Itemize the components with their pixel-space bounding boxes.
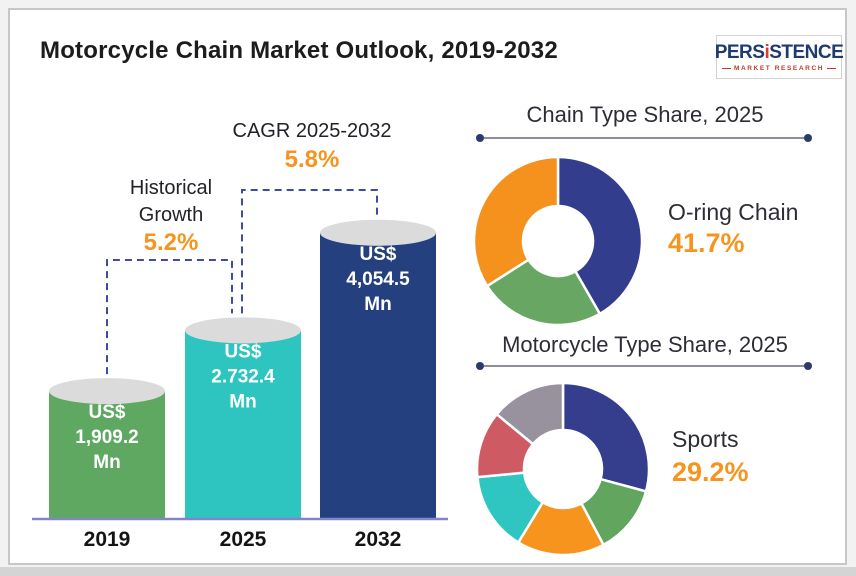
bar-2032 [320,232,436,519]
sports-label: Sports [672,426,739,452]
historical-growth-label: Historical Growth [129,177,213,226]
bar-top-ellipse [49,378,165,405]
historical-growth-value: 5.2% [143,229,199,256]
year-label-2025: 2025 [220,528,267,551]
bar-2019 [49,391,165,519]
bar-top-ellipse [185,317,301,344]
chain-type-share-title: Chain Type Share, 2025 [526,102,764,127]
year-label-2019: 2019 [84,528,131,551]
sports-value: 29.2% [672,457,749,487]
logo-subtitle: MARKET RESEARCH [733,64,825,72]
donut-slice-2 [472,155,560,288]
bar-chart-svg: US$ 1,909.2 Mn US$ 2.732.4 Mn US$ 4,054.5 Mn 2019… [32,189,448,551]
bar-value-label: US$ 4,054.5 Mn [346,244,410,315]
oring-chain-label: O-ring Chain [668,199,799,225]
motorcycle-type-donut-svg [475,381,651,557]
bar-value-label: US$ 2.732.4 Mn [211,341,275,412]
logo-subtitle-row: MARKET RESEARCH [721,64,837,72]
bar-value-label: US$ 1,909.2 Mn [75,402,138,473]
oring-chain-value: 41.7% [668,228,745,258]
divider-dot [804,134,812,142]
chain-type-divider [476,134,812,142]
logo-subtitle-rule [827,67,837,69]
motorcycle-type-share-title: Motorcycle Type Share, 2025 [502,332,788,357]
cagr-annotation-value: 5.8% [284,146,340,173]
page-title: Motorcycle Chain Market Outlook, 2019-20… [40,37,558,64]
persistence-logo: PERSiSTENCE MARKET RESEARCH [714,35,844,79]
bar-top-ellipse [320,219,436,246]
bar-2025 [185,330,301,519]
historical-growth-bracket [106,259,233,387]
logo-subtitle-rule [721,67,731,69]
divider-line [484,365,804,367]
motorcycle-type-divider [476,362,812,370]
image-bottom-edge [0,567,856,576]
logo-brand-post: STENCE [769,41,844,63]
donut-slice-0 [556,155,644,316]
divider-dot [476,362,484,370]
donut-slice-5 [495,381,565,446]
donut-slice-0 [561,381,651,493]
donut-slice-1 [485,258,602,327]
divider-dot [804,362,812,370]
infographic-frame: Motorcycle Chain Market Outlook, 2019-20… [8,8,847,565]
logo-brand-text: PERSiSTENCE [714,41,844,63]
cagr-bracket [241,189,378,314]
chain-type-donut-svg [472,155,644,327]
logo-brand-i: i [764,41,770,63]
year-label-2032: 2032 [355,528,402,551]
cagr-annotation-label: CAGR 2025-2032 [232,120,392,142]
divider-line [484,137,804,139]
divider-dot [476,134,484,142]
logo-brand-pre: PERS [714,41,765,63]
